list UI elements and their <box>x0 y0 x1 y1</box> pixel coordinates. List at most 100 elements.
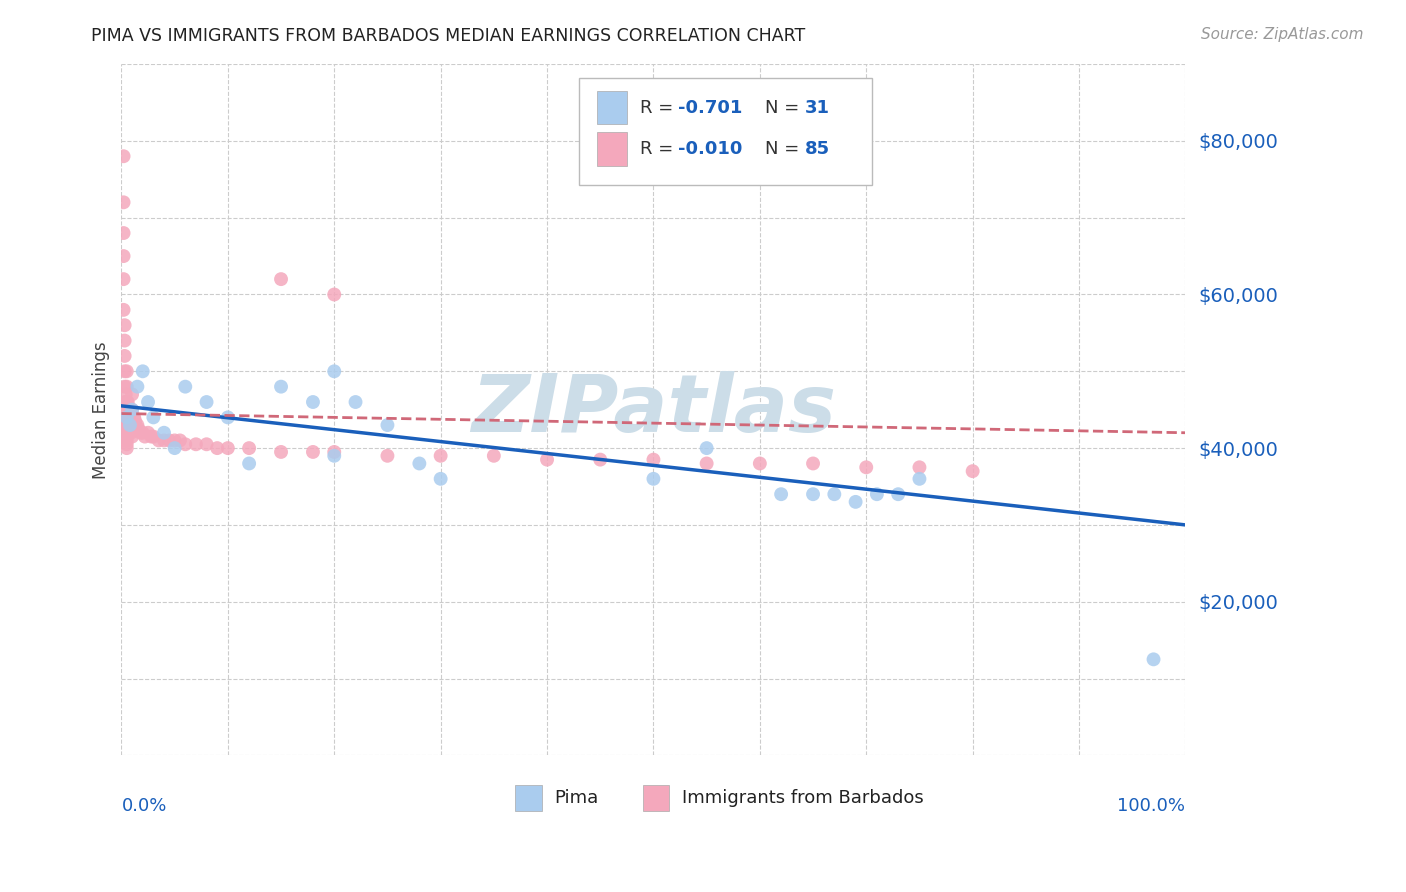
Point <box>302 445 325 459</box>
FancyBboxPatch shape <box>579 78 872 185</box>
Point <box>643 472 665 486</box>
Point <box>908 472 931 486</box>
Point <box>121 402 143 417</box>
Point <box>217 410 239 425</box>
Point <box>205 441 228 455</box>
Point <box>115 429 138 443</box>
Text: Source: ZipAtlas.com: Source: ZipAtlas.com <box>1201 27 1364 42</box>
Point <box>217 441 239 455</box>
Point <box>184 437 207 451</box>
Point <box>801 457 824 471</box>
Point <box>121 429 143 443</box>
Point <box>887 487 910 501</box>
Point <box>142 429 165 443</box>
Point <box>748 457 770 471</box>
Text: -0.701: -0.701 <box>678 99 742 117</box>
Point <box>127 418 149 433</box>
Point <box>238 457 260 471</box>
Text: N =: N = <box>765 140 806 158</box>
Point <box>118 410 141 425</box>
Point <box>117 410 139 425</box>
Point <box>429 449 451 463</box>
Point <box>114 387 136 401</box>
Point <box>845 495 868 509</box>
Point <box>163 434 186 448</box>
Point <box>121 402 143 417</box>
Point <box>136 425 159 440</box>
Point <box>134 429 156 443</box>
Point <box>157 434 180 448</box>
Point <box>115 441 138 455</box>
Point <box>866 487 889 501</box>
Point <box>112 195 135 210</box>
Point <box>429 472 451 486</box>
Point <box>132 425 155 440</box>
Y-axis label: Median Earnings: Median Earnings <box>93 341 110 478</box>
Point <box>270 379 292 393</box>
Point <box>127 422 149 436</box>
Point <box>270 445 292 459</box>
Point <box>124 414 146 428</box>
Point <box>770 487 793 501</box>
Point <box>114 418 136 433</box>
Point <box>112 149 135 163</box>
Point <box>153 434 176 448</box>
Point <box>112 249 135 263</box>
Point <box>117 395 139 409</box>
Point <box>115 425 138 440</box>
Point <box>195 437 218 451</box>
Text: N =: N = <box>765 99 806 117</box>
Point <box>589 452 612 467</box>
Point <box>169 434 191 448</box>
Point <box>114 429 136 443</box>
Point <box>118 418 141 433</box>
Point <box>696 457 718 471</box>
Point <box>377 418 399 433</box>
Point <box>377 449 399 463</box>
Point <box>323 449 346 463</box>
Point <box>908 460 931 475</box>
Point <box>114 364 136 378</box>
Point <box>114 402 136 417</box>
Point <box>408 457 430 471</box>
Point <box>696 441 718 455</box>
Text: 85: 85 <box>804 140 830 158</box>
Point <box>114 422 136 436</box>
Point <box>141 429 163 443</box>
Point <box>114 410 136 425</box>
Point <box>536 452 558 467</box>
Bar <box>515 785 541 812</box>
Point <box>302 395 325 409</box>
Text: -0.010: -0.010 <box>678 140 742 158</box>
Point <box>118 414 141 428</box>
Point <box>323 287 346 301</box>
Point <box>114 418 136 433</box>
Point <box>114 434 136 448</box>
Point <box>121 418 143 433</box>
Point <box>174 379 197 393</box>
Point <box>132 364 155 378</box>
Text: R =: R = <box>640 99 679 117</box>
Point <box>114 410 136 425</box>
Point <box>163 441 186 455</box>
Text: 0.0%: 0.0% <box>121 797 167 814</box>
Point <box>643 452 665 467</box>
Point <box>1142 652 1164 666</box>
Point <box>129 425 152 440</box>
Point <box>482 449 505 463</box>
Point <box>114 425 136 440</box>
Point <box>118 425 141 440</box>
Text: R =: R = <box>640 140 679 158</box>
Text: PIMA VS IMMIGRANTS FROM BARBADOS MEDIAN EARNINGS CORRELATION CHART: PIMA VS IMMIGRANTS FROM BARBADOS MEDIAN … <box>91 27 806 45</box>
Point <box>115 437 138 451</box>
Point <box>115 434 138 448</box>
Point <box>323 445 346 459</box>
Point <box>962 464 984 478</box>
Point <box>195 395 218 409</box>
Point <box>114 402 136 417</box>
Point <box>112 272 135 286</box>
Point <box>115 418 138 433</box>
Point <box>114 379 136 393</box>
Point <box>122 410 145 425</box>
Bar <box>598 133 627 166</box>
